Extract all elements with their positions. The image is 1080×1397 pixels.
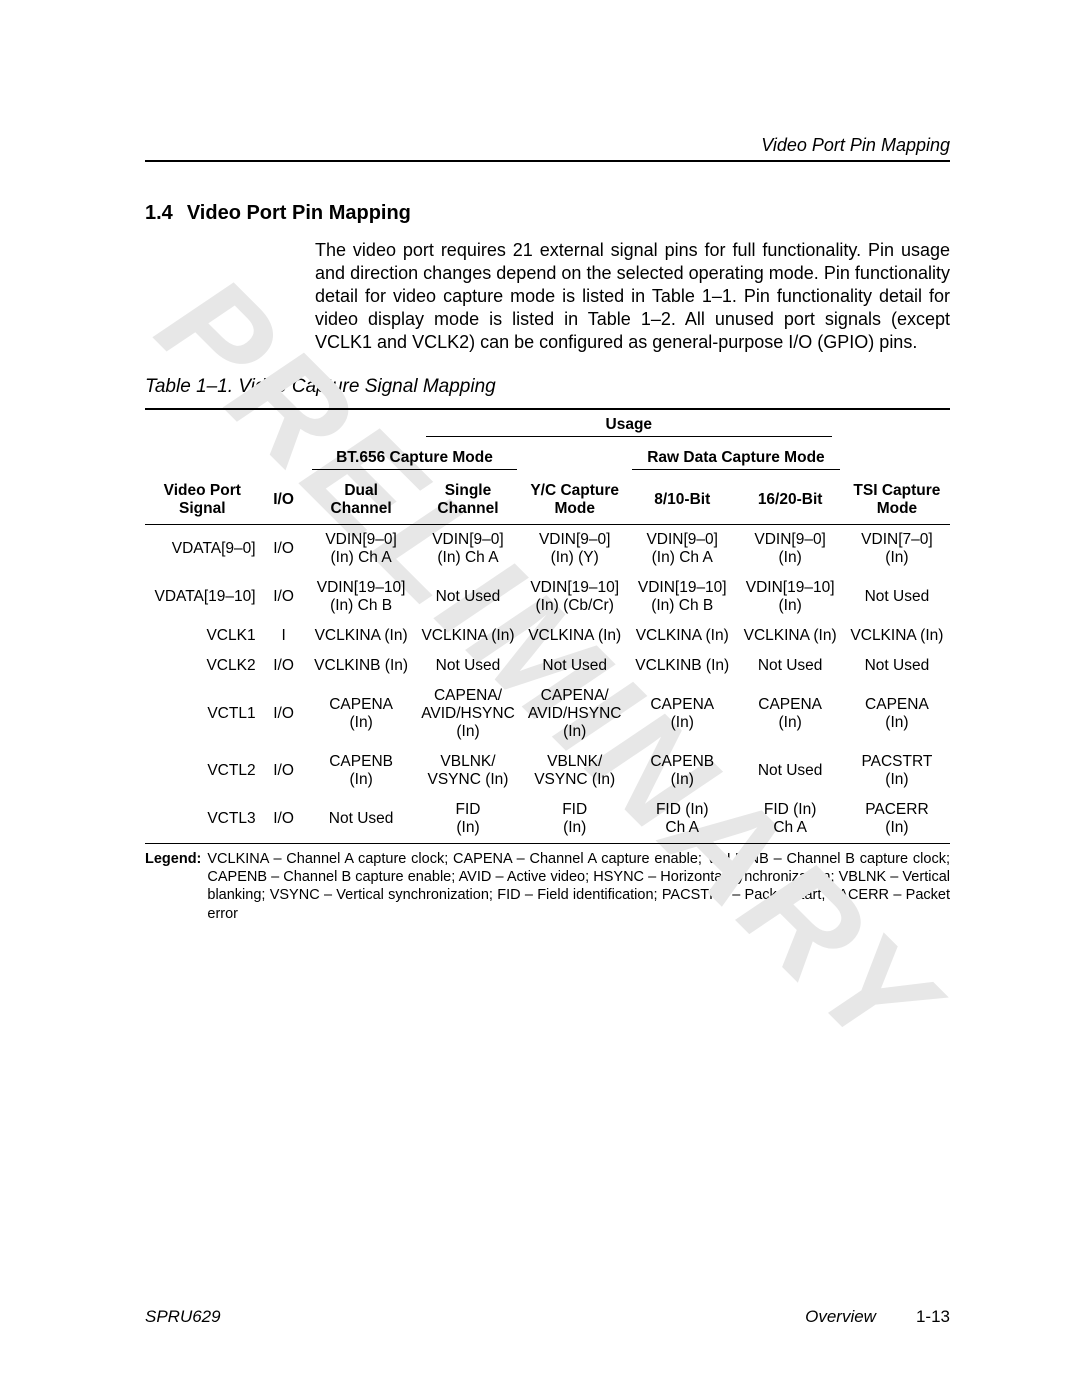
table-cell: CAPENA(In) [844,681,950,747]
table-cell: VDIN[7–0](In) [844,525,950,574]
table-cell: VBLNK/VSYNC (In) [521,747,628,795]
table-cell: VCLK1 [145,621,260,651]
table-cell: I/O [260,651,308,681]
table-row: VCLK1IVCLKINA (In)VCLKINA (In)VCLKINA (I… [145,621,950,651]
table-cell: VDIN[19–10](In) Ch B [308,573,415,621]
table-cell: VCLKINA (In) [308,621,415,651]
group-bt656: BT.656 Capture Mode [312,449,518,470]
table-cell: VDIN[9–0](In) [736,525,843,574]
table-cell: Not Used [308,795,415,844]
section-heading: 1.4 Video Port Pin Mapping [145,202,950,225]
table-cell: VCLKINA (In) [736,621,843,651]
table-cell: Not Used [415,651,522,681]
table-cell: VCLKINA (In) [521,621,628,651]
table-cell: CAPENB(In) [308,747,415,795]
col-io: I/O [260,476,308,525]
table-cell: Not Used [415,573,522,621]
col-r16: 16/20-Bit [736,476,843,525]
page-footer: SPRU629 Overview 1-13 [145,1307,950,1327]
table-cell: I/O [260,525,308,574]
table-cell: VCTL2 [145,747,260,795]
table-row: VCTL2I/OCAPENB(In)VBLNK/VSYNC (In)VBLNK/… [145,747,950,795]
table-cell: FID (In)Ch A [736,795,843,844]
table-cell: I/O [260,747,308,795]
table-cell: FID (In)Ch A [628,795,736,844]
table-cell: I [260,621,308,651]
table-cell: VDIN[19–10](In) Ch B [628,573,736,621]
table-cell: I/O [260,681,308,747]
table-cell: VCTL3 [145,795,260,844]
table-cell: I/O [260,795,308,844]
table-cell: VDIN[9–0](In) Ch A [628,525,736,574]
col-yc: Y/C CaptureMode [521,476,628,525]
table-cell: VCLKINB (In) [308,651,415,681]
table-cell: Not Used [521,651,628,681]
col-signal: Video PortSignal [145,476,260,525]
footer-page: 1-13 [916,1307,950,1327]
table-cell: CAPENA/AVID/HSYNC(In) [521,681,628,747]
table-cell: CAPENA(In) [736,681,843,747]
table-cell: VBLNK/VSYNC (In) [415,747,522,795]
table-cell: VDATA[19–10] [145,573,260,621]
table-cell: CAPENA/AVID/HSYNC(In) [415,681,522,747]
table-cell: VDATA[9–0] [145,525,260,574]
footer-section: Overview [805,1307,876,1327]
running-header: Video Port Pin Mapping [145,135,950,162]
footer-doc: SPRU629 [145,1307,221,1327]
col-dual: DualChannel [308,476,415,525]
group-raw: Raw Data Capture Mode [632,449,840,470]
table-cell: CAPENA(In) [628,681,736,747]
table-cell: Not Used [736,747,843,795]
table-cell: VCTL1 [145,681,260,747]
col-r8: 8/10-Bit [628,476,736,525]
table-cell: I/O [260,573,308,621]
table-cell: VDIN[9–0](In) (Y) [521,525,628,574]
col-single: SingleChannel [415,476,522,525]
table-cell: VCLK2 [145,651,260,681]
table-cell: VCLKINA (In) [415,621,522,651]
table-row: VCTL1I/OCAPENA(In)CAPENA/AVID/HSYNC(In)C… [145,681,950,747]
table-cell: VDIN[19–10](In) (Cb/Cr) [521,573,628,621]
table-cell: Not Used [736,651,843,681]
table-cell: VDIN[9–0](In) Ch A [415,525,522,574]
table-cell: VCLKINA (In) [628,621,736,651]
table-cell: VCLKINB (In) [628,651,736,681]
legend-label: Legend: [145,850,207,923]
table-cell: VDIN[19–10](In) [736,573,843,621]
table-cell: PACSTRT(In) [844,747,950,795]
table-cell: Not Used [844,651,950,681]
table-cell: FID(In) [415,795,522,844]
section-paragraph: The video port requires 21 external sign… [315,239,950,354]
table-cell: CAPENA(In) [308,681,415,747]
table-legend: Legend: VCLKINA – Channel A capture cloc… [145,850,950,923]
table-cell: FID(In) [521,795,628,844]
col-tsi: TSI CaptureMode [844,476,950,525]
table-row: VDATA[19–10]I/OVDIN[19–10](In) Ch BNot U… [145,573,950,621]
table-row: VCLK2I/OVCLKINB (In)Not UsedNot UsedVCLK… [145,651,950,681]
table-cell: PACERR(In) [844,795,950,844]
table-cell: VDIN[9–0](In) Ch A [308,525,415,574]
section-title: Video Port Pin Mapping [187,202,411,224]
table-caption: Table 1–1. Video Capture Signal Mapping [145,376,950,398]
table-cell: Not Used [844,573,950,621]
legend-text: VCLKINA – Channel A capture clock; CAPEN… [207,850,950,923]
section-number: 1.4 [145,202,173,224]
signal-mapping-table: Usage BT.656 Capture Mode Raw Data Captu… [145,408,950,844]
table-wrap: PRELIMINARY Usage BT.656 Capture Mode Ra… [145,408,950,923]
table-row: VCTL3I/ONot UsedFID(In)FID(In)FID (In)Ch… [145,795,950,844]
table-row: VDATA[9–0]I/OVDIN[9–0](In) Ch AVDIN[9–0]… [145,525,950,574]
table-cell: VCLKINA (In) [844,621,950,651]
table-cell: CAPENB(In) [628,747,736,795]
usage-header: Usage [426,416,833,437]
